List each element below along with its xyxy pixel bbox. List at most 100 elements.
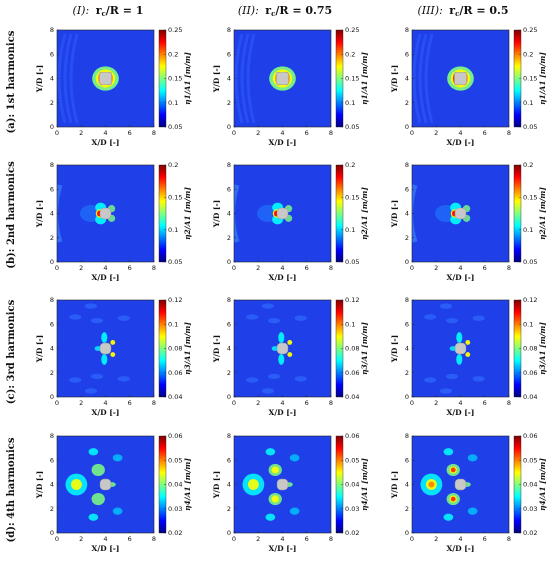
field-blob (246, 314, 259, 320)
colorbar-tick-label: 0.2 (345, 50, 355, 58)
y-tick-label: 8 (227, 161, 231, 169)
x-tick-label: 6 (305, 535, 309, 543)
y-tick-label: 2 (227, 99, 231, 107)
field-blob (445, 317, 459, 324)
field-blob (467, 507, 478, 515)
y-tick-label: 0 (50, 393, 54, 401)
x-tick-label: 8 (152, 129, 156, 137)
y-tick-label: 4 (405, 210, 409, 218)
colorbar-label: η2/A1 [m/m] (538, 187, 547, 240)
y-tick-label: 6 (227, 320, 231, 328)
y-tick-label: 8 (405, 432, 409, 440)
y-tick-label: 8 (50, 161, 54, 169)
colorbar-label: η4/A1 [m/m] (360, 458, 369, 511)
column-header-3: (III): rc/R = 0.5 (417, 4, 508, 18)
colorbar-tick-label: 0.08 (168, 345, 182, 353)
x-tick-label: 8 (507, 129, 511, 137)
heatmap-field (57, 300, 154, 397)
y-axis-label: Y/D [-] (212, 65, 221, 93)
colorbar-tick-label: 0.15 (168, 75, 182, 83)
field-blob (70, 479, 82, 490)
y-tick-label: 0 (405, 123, 409, 131)
structure-body (276, 207, 289, 220)
structure-body (276, 72, 289, 85)
field-blob (456, 353, 463, 365)
y-tick-label: 2 (405, 99, 409, 107)
colorbar-tick-label: 0.05 (523, 123, 537, 131)
y-tick-label: 0 (405, 393, 409, 401)
field-blob (117, 315, 130, 321)
colorbar-tick-label: 0.1 (168, 320, 178, 328)
colorbar-tick-label: 0.2 (523, 50, 533, 58)
colorbar-tick-label: 0.2 (345, 161, 355, 169)
panel-a-iii: 0 2 4 6 8 0 2 4 6 8 X/D [-] Y/D [-] 0.25 0.2 0.15 0.1 0.… (390, 26, 547, 147)
colorbar-label: η3/A1 [m/m] (183, 322, 192, 375)
panel-a-ii: 0 2 4 6 8 0 2 4 6 8 X/D [-] Y/D [-] 0.25 0.2 0.15 0.1 0.… (212, 26, 369, 147)
colorbar-tick-label: 0.2 (168, 50, 178, 58)
colorbar-tick-label: 0.06 (345, 369, 359, 377)
y-tick-label: 0 (227, 258, 231, 266)
y-tick-label: 4 (50, 75, 54, 83)
field-blob (424, 377, 437, 383)
field-blob (428, 481, 435, 488)
colorbar-tick-label: 0.04 (345, 481, 359, 489)
x-tick-label: 2 (434, 399, 438, 407)
x-tick-label: 6 (305, 129, 309, 137)
y-tick-label: 4 (50, 210, 54, 218)
heatmap-field (412, 30, 509, 127)
colorbar-tick-label: 0.05 (345, 456, 359, 464)
y-tick-label: 8 (227, 432, 231, 440)
x-tick-label: 4 (280, 264, 284, 272)
colorbar-tick-label: 0.05 (345, 123, 359, 131)
field-blob (278, 332, 285, 344)
panel-b-i: 0 2 4 6 8 0 2 4 6 8 X/D [-] Y/D [-] 0.2 0.15 0.1 0.05 η2… (35, 161, 192, 282)
field-blob (271, 495, 279, 503)
y-tick-label: 8 (405, 26, 409, 34)
field-blob (439, 388, 453, 394)
colorbar-tick-label: 0.15 (523, 194, 537, 202)
y-tick-label: 8 (405, 296, 409, 304)
field-blob (289, 507, 300, 515)
y-tick-label: 8 (405, 161, 409, 169)
colorbar-tick-label: 0.1 (168, 99, 178, 107)
x-tick-label: 8 (329, 264, 333, 272)
y-tick-label: 6 (227, 50, 231, 58)
field-blob (91, 492, 105, 506)
panel-d-i: 0 2 4 6 8 0 2 4 6 8 X/D [-] Y/D [-] 0.06 0.05 0.04 0.03… (35, 432, 192, 553)
x-axis-label: X/D [-] (269, 408, 297, 417)
wave-front (240, 33, 250, 124)
y-tick-label: 0 (50, 258, 54, 266)
y-tick-label: 4 (227, 75, 231, 83)
wave-front (57, 184, 63, 243)
x-tick-label: 0 (410, 264, 414, 272)
y-tick-label: 2 (227, 369, 231, 377)
colorbar-label: η3/A1 [m/m] (538, 322, 547, 375)
field-blob (69, 314, 82, 320)
x-tick-label: 4 (280, 399, 284, 407)
x-axis-label: X/D [-] (269, 138, 297, 147)
x-tick-label: 8 (329, 399, 333, 407)
x-tick-label: 6 (305, 399, 309, 407)
field-blob (278, 353, 285, 365)
field-blob (247, 479, 259, 490)
x-axis-label: X/D [-] (447, 408, 475, 417)
colorbar-tick-label: 0.04 (168, 481, 182, 489)
field-blob (443, 513, 454, 521)
heatmap-field (57, 30, 154, 127)
colorbar-tick-label: 0.02 (523, 529, 537, 537)
field-blob (90, 317, 104, 324)
y-tick-label: 0 (227, 393, 231, 401)
field-blob (287, 340, 293, 345)
field-blob (117, 376, 130, 382)
colorbar-tick-label: 0.25 (345, 26, 359, 34)
field-blob (91, 463, 105, 477)
x-tick-label: 0 (232, 535, 236, 543)
field-blob (267, 373, 281, 380)
x-tick-label: 6 (483, 129, 487, 137)
x-tick-label: 6 (128, 535, 132, 543)
y-axis-label: Y/D [-] (35, 471, 44, 499)
y-tick-label: 6 (50, 456, 54, 464)
y-axis-label: Y/D [-] (35, 65, 44, 93)
x-tick-label: 2 (79, 535, 83, 543)
heatmap-field (412, 165, 509, 262)
